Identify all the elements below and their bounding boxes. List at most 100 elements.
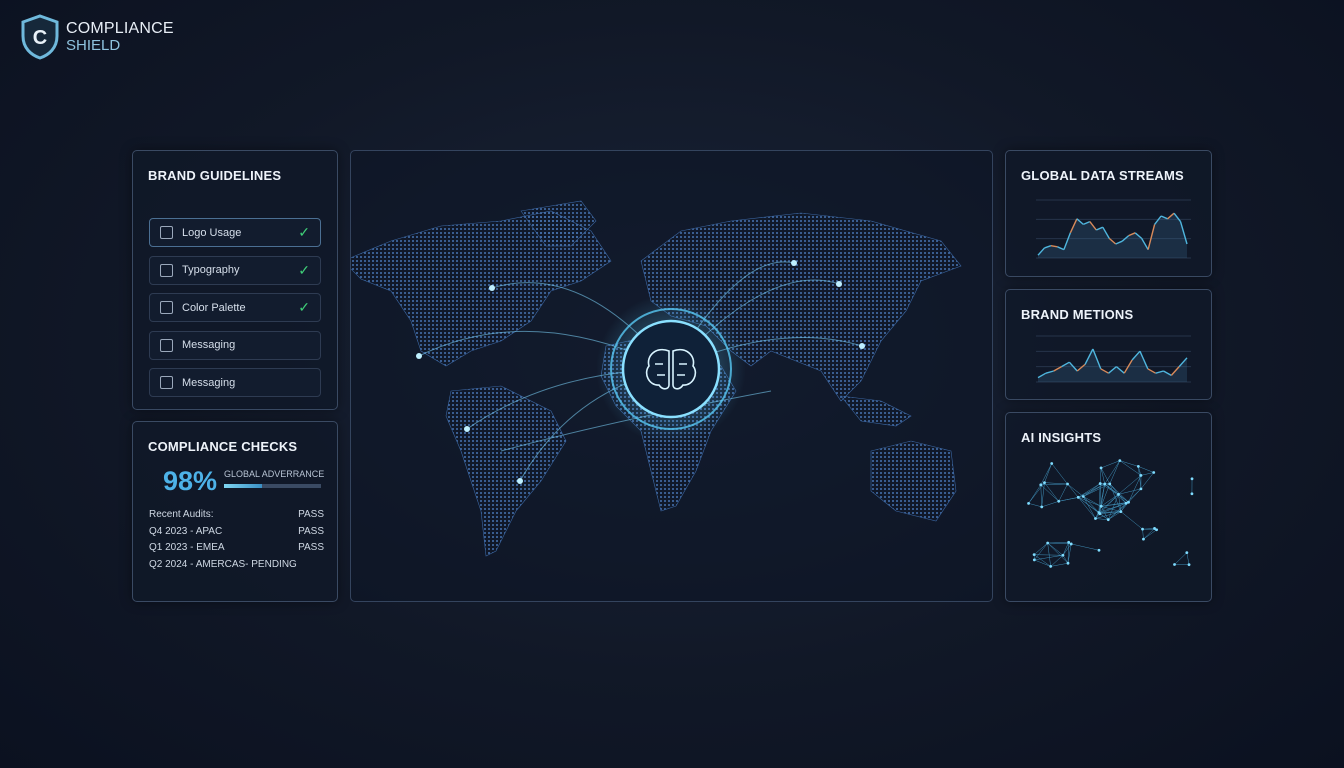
line-segment <box>1076 363 1086 372</box>
guideline-label: Logo Usage <box>182 226 242 239</box>
network-edge <box>1098 483 1101 513</box>
network-node <box>1099 504 1103 508</box>
guideline-item[interactable]: Messaging <box>149 330 321 360</box>
line-segment <box>1163 370 1172 377</box>
network-edge <box>1083 483 1110 497</box>
network-edge <box>1083 483 1101 497</box>
network-edge <box>1100 483 1110 507</box>
network-edge <box>1034 555 1063 561</box>
world-map[interactable] <box>342 150 993 602</box>
line-segment <box>1050 244 1058 248</box>
network-edge <box>1109 460 1121 484</box>
network-edge <box>1062 543 1072 556</box>
network-edge <box>1118 494 1122 512</box>
text-icon <box>160 263 173 277</box>
network-edge <box>1067 543 1072 564</box>
north-america <box>342 210 612 367</box>
network-node <box>1032 558 1036 562</box>
network-edge <box>1174 552 1188 565</box>
greenland <box>520 200 597 247</box>
guideline-item[interactable]: Color Palette ✓ <box>149 293 321 322</box>
network-edge <box>1108 494 1119 520</box>
network-node <box>1057 499 1061 503</box>
network-node <box>1066 561 1070 565</box>
audit-row: Recent Audits: PASS <box>149 509 324 520</box>
network-node <box>1067 540 1071 544</box>
line-segment <box>1121 235 1130 242</box>
network-node <box>1190 477 1194 481</box>
network-node <box>1118 459 1122 463</box>
network-edge <box>1047 542 1072 545</box>
line-segment <box>1179 221 1188 245</box>
network-edge <box>1104 483 1129 503</box>
panel-title: COMPLIANCE CHECKS <box>148 439 298 454</box>
audit-status: PASS <box>298 525 324 537</box>
network-edge <box>1071 543 1100 551</box>
network-edge <box>1104 460 1121 485</box>
network-edge <box>1058 497 1079 502</box>
guideline-item[interactable]: Messaging <box>149 368 321 397</box>
line-segment <box>1100 368 1109 374</box>
compliance-percent: 98% <box>163 466 218 496</box>
audit-status: PASS <box>298 509 324 520</box>
adherence-progress-bar <box>224 484 321 488</box>
network-edge <box>1138 466 1154 473</box>
line-segment <box>1061 361 1070 368</box>
network-edge <box>1100 483 1119 495</box>
line-segment <box>1076 218 1084 225</box>
guideline-label: Color Palette <box>182 301 246 314</box>
line-segment <box>1115 366 1125 374</box>
guideline-item[interactable]: Logo Usage ✓ <box>149 218 321 247</box>
network-edge <box>1034 542 1048 561</box>
line-segment <box>1134 232 1143 239</box>
line-segment <box>1173 212 1182 223</box>
network-edge <box>1140 472 1154 476</box>
line-segment <box>1053 365 1062 372</box>
line-segment <box>1141 238 1149 250</box>
line-segment <box>1092 348 1102 370</box>
audit-label: Q2 2024 - AMERCAS- PENDING <box>149 558 297 570</box>
network-edge <box>1100 467 1105 485</box>
guideline-label: Messaging <box>182 339 236 351</box>
network-edge <box>1041 482 1045 507</box>
line-segment <box>1096 226 1104 231</box>
network-edge <box>1034 554 1063 556</box>
network-edge <box>1083 496 1102 507</box>
line-segment <box>1108 366 1117 374</box>
line-segment <box>1057 246 1065 251</box>
network-edge <box>1120 511 1143 530</box>
network-node <box>1076 495 1080 499</box>
network-node <box>1097 511 1101 514</box>
line-segment <box>1147 368 1156 374</box>
network-node <box>1187 563 1191 567</box>
southeast-asia <box>840 395 912 427</box>
australia <box>870 440 957 522</box>
network-edge <box>1067 483 1084 497</box>
network-edge <box>1143 529 1157 540</box>
network-node <box>1066 482 1069 486</box>
line-segment <box>1102 226 1110 239</box>
network-node <box>1046 541 1050 545</box>
network-edge <box>1028 503 1042 508</box>
network-edge <box>1100 460 1120 469</box>
compliance-checks-panel: COMPLIANCE CHECKS 98% GLOBAL ADVERRANCE … <box>132 421 338 602</box>
shield-icon: C <box>21 14 59 60</box>
south-america <box>445 385 567 557</box>
panel-title: GLOBAL DATA STREAMS <box>1021 168 1184 183</box>
global-data-streams-panel: GLOBAL DATA STREAMS <box>1005 150 1212 277</box>
progress-fill <box>224 484 263 488</box>
guideline-item[interactable]: Typography ✓ <box>149 255 321 285</box>
network-edge <box>1033 542 1048 555</box>
line-segment <box>1083 220 1091 226</box>
panel-title: BRAND METIONS <box>1021 307 1134 322</box>
network-node <box>1108 482 1112 486</box>
message-icon <box>160 376 173 389</box>
ai-insights-panel: AI INSIGHTS <box>1005 412 1212 602</box>
line-segment <box>1139 350 1149 370</box>
network-edge <box>1040 463 1052 485</box>
network-edge <box>1100 494 1119 507</box>
network-node <box>1050 462 1054 465</box>
line-segment <box>1069 218 1078 234</box>
network-node <box>1124 501 1128 505</box>
network-edge <box>1044 482 1059 502</box>
